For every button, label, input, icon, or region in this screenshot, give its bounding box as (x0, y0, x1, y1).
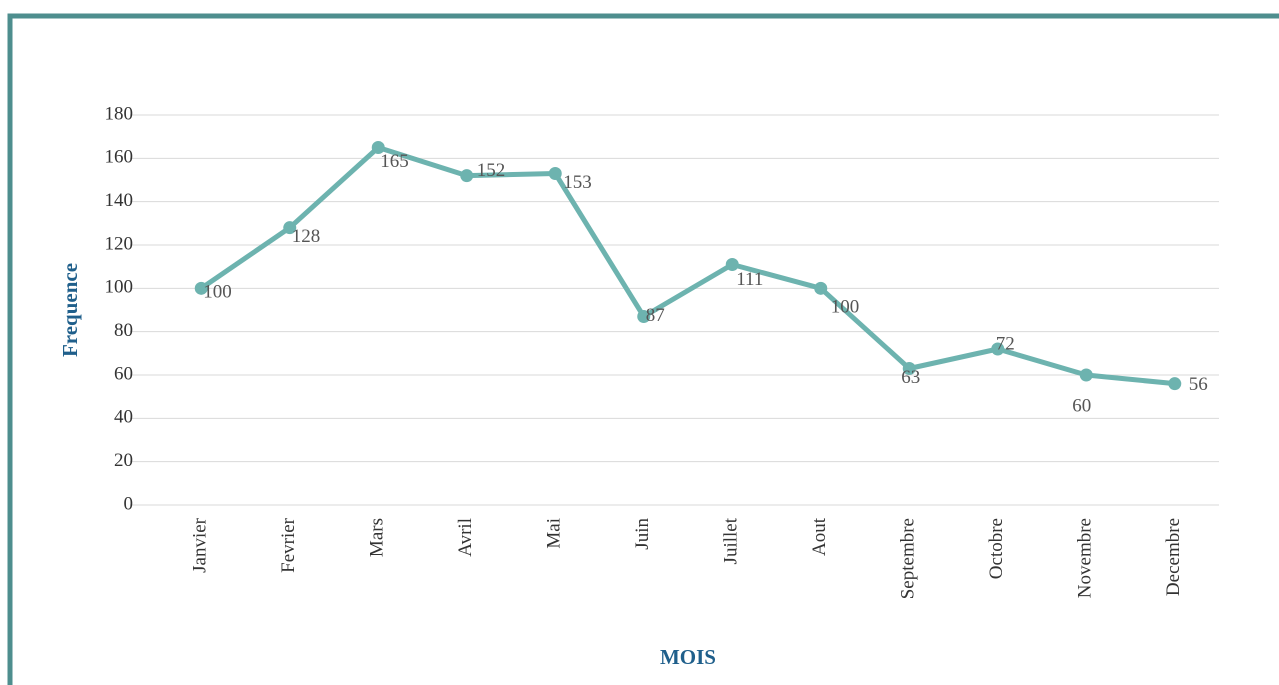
marker (725, 258, 739, 271)
marker (991, 342, 1005, 356)
marker (548, 167, 562, 180)
x-tick-label: Juin (632, 518, 653, 550)
marker (1168, 377, 1182, 391)
data-label: 128 (292, 226, 321, 247)
x-tick-label: Mars (367, 518, 388, 557)
x-tick-label: Novembre (1075, 518, 1096, 598)
marker (902, 362, 916, 375)
x-tick-label: Janvier (190, 517, 211, 573)
y-tick-label: 140 (105, 190, 134, 211)
y-tick-label: 100 (105, 277, 134, 298)
data-label: 153 (563, 172, 592, 193)
data-label: 60 (1072, 395, 1091, 416)
x-tick-label: Fevrier (278, 517, 299, 573)
data-label: 111 (736, 269, 763, 290)
y-tick-label: 120 (105, 233, 134, 254)
x-tick-label: Septembre (898, 518, 919, 599)
y-tick-label: 60 (114, 363, 133, 384)
line (199, 145, 1175, 387)
data-label: 165 (380, 151, 409, 172)
y-tick-label: 20 (114, 450, 133, 471)
marker (1079, 368, 1093, 382)
x-tick-label: Juillet (721, 517, 742, 564)
marker (460, 169, 474, 183)
marker (814, 281, 828, 295)
y-tick-label: 160 (105, 147, 134, 168)
marker (371, 141, 385, 154)
x-tick-label: Octobre (986, 518, 1007, 579)
data-label: 100 (831, 297, 860, 318)
y-axis-title: Frequence (58, 263, 82, 357)
y-tick-label: 180 (105, 103, 134, 124)
data-label: 63 (901, 367, 920, 388)
data-label: 87 (646, 305, 665, 326)
y-tick-label: 40 (114, 407, 133, 428)
frame (7, 13, 1279, 685)
data-label: 152 (477, 160, 506, 181)
marker (637, 310, 651, 323)
x-tick-label: Decembre (1163, 518, 1184, 596)
data-label: 56 (1189, 374, 1208, 395)
x-tick-label: Avril (455, 518, 476, 557)
x-axis-title: MOIS (660, 645, 716, 669)
marker (194, 281, 208, 295)
data-label: 72 (996, 333, 1015, 354)
data-label: 100 (203, 282, 232, 303)
x-tick-label: Mai (544, 518, 565, 549)
y-tick-label: 80 (114, 320, 133, 341)
x-tick-label: Aout (809, 517, 830, 556)
marker (283, 221, 297, 235)
y-tick-label: 0 (124, 493, 134, 514)
